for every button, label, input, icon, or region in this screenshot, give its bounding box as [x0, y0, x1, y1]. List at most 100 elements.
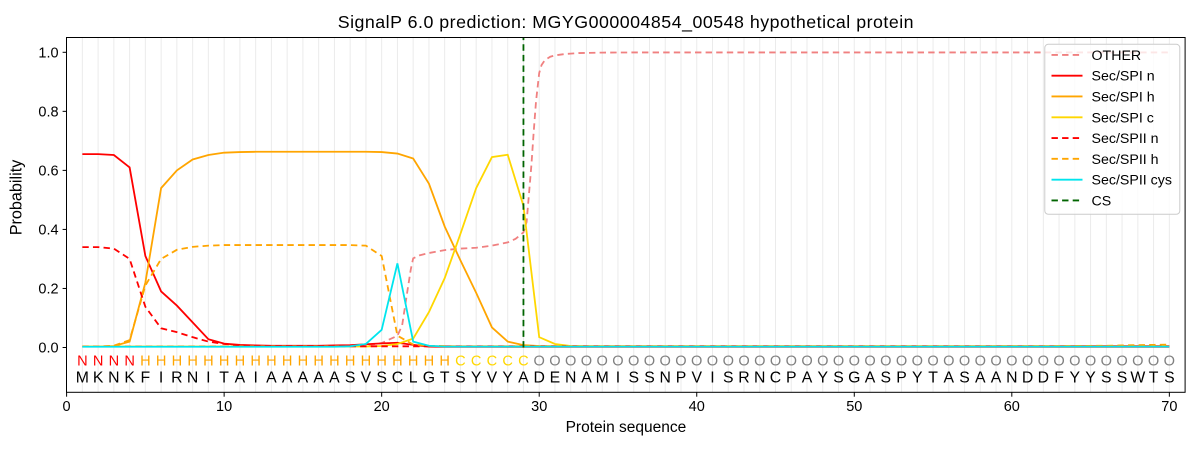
svg-text:O: O [1116, 353, 1127, 369]
svg-text:N: N [1006, 370, 1017, 387]
svg-text:O: O [1085, 353, 1096, 369]
svg-text:A: A [802, 370, 813, 387]
svg-text:O: O [628, 353, 639, 369]
svg-text:H: H [329, 353, 340, 369]
svg-text:N: N [565, 370, 576, 387]
svg-text:O: O [770, 353, 781, 369]
svg-text:A: A [266, 370, 277, 387]
svg-text:O: O [833, 353, 844, 369]
svg-text:A: A [975, 370, 986, 387]
svg-text:O: O [975, 353, 986, 369]
svg-text:D: D [1038, 370, 1049, 387]
svg-text:Y: Y [912, 370, 923, 387]
svg-text:T: T [928, 370, 938, 387]
svg-text:Y: Y [817, 370, 828, 387]
svg-text:O: O [660, 353, 671, 369]
svg-text:O: O [849, 353, 860, 369]
svg-text:A: A [329, 370, 340, 387]
svg-text:H: H [172, 353, 183, 369]
svg-text:O: O [801, 353, 812, 369]
svg-text:10: 10 [216, 399, 232, 415]
svg-text:S: S [644, 370, 655, 387]
svg-text:N: N [754, 370, 765, 387]
svg-text:D: D [533, 370, 544, 387]
svg-text:Sec/SPI h: Sec/SPI h [1092, 89, 1155, 105]
svg-text:A: A [313, 370, 324, 387]
svg-text:R: R [171, 370, 182, 387]
svg-text:O: O [1022, 353, 1033, 369]
svg-text:H: H [361, 353, 372, 369]
svg-text:A: A [235, 370, 246, 387]
svg-text:O: O [786, 353, 797, 369]
svg-text:O: O [896, 353, 907, 369]
svg-text:C: C [455, 353, 466, 369]
svg-text:O: O [880, 353, 891, 369]
svg-text:S: S [455, 370, 466, 387]
svg-text:F: F [1054, 370, 1064, 387]
svg-text:V: V [361, 370, 372, 387]
svg-text:D: D [1022, 370, 1033, 387]
svg-text:N: N [660, 370, 671, 387]
svg-text:60: 60 [1004, 399, 1020, 415]
svg-text:Sec/SPII n: Sec/SPII n [1092, 131, 1159, 147]
svg-text:A: A [518, 370, 529, 387]
svg-text:V: V [691, 370, 702, 387]
svg-text:OTHER: OTHER [1092, 48, 1142, 64]
svg-text:0.8: 0.8 [38, 105, 58, 121]
svg-text:O: O [959, 353, 970, 369]
svg-text:M: M [596, 370, 609, 387]
svg-text:N: N [187, 370, 198, 387]
svg-text:A: A [944, 370, 955, 387]
svg-text:R: R [738, 370, 749, 387]
svg-text:O: O [707, 353, 718, 369]
svg-text:O: O [817, 353, 828, 369]
svg-text:G: G [423, 370, 435, 387]
svg-text:A: A [581, 370, 592, 387]
svg-text:O: O [1148, 353, 1159, 369]
svg-text:0.2: 0.2 [38, 282, 58, 298]
svg-text:O: O [738, 353, 749, 369]
svg-text:30: 30 [531, 399, 547, 415]
svg-text:O: O [723, 353, 734, 369]
svg-text:T: T [219, 370, 229, 387]
svg-text:H: H [298, 353, 309, 369]
svg-text:S: S [1164, 370, 1175, 387]
svg-text:C: C [502, 353, 513, 369]
svg-text:N: N [124, 353, 135, 369]
svg-text:G: G [848, 370, 860, 387]
svg-text:K: K [93, 370, 104, 387]
svg-text:O: O [754, 353, 765, 369]
svg-text:Y: Y [1070, 370, 1081, 387]
svg-text:O: O [1101, 353, 1112, 369]
svg-text:0.4: 0.4 [38, 223, 58, 239]
svg-text:C: C [487, 353, 498, 369]
svg-text:C: C [770, 370, 781, 387]
svg-text:C: C [518, 353, 529, 369]
svg-text:O: O [581, 353, 592, 369]
svg-text:O: O [565, 353, 576, 369]
svg-text:S: S [833, 370, 844, 387]
svg-text:H: H [392, 353, 403, 369]
svg-text:1.0: 1.0 [38, 46, 58, 62]
svg-text:A: A [282, 370, 293, 387]
svg-text:P: P [896, 370, 907, 387]
svg-text:P: P [786, 370, 797, 387]
svg-text:O: O [534, 353, 545, 369]
svg-text:H: H [439, 353, 450, 369]
svg-text:O: O [1132, 353, 1143, 369]
svg-text:O: O [1006, 353, 1017, 369]
svg-text:P: P [676, 370, 687, 387]
svg-text:A: A [298, 370, 309, 387]
svg-text:S: S [628, 370, 639, 387]
svg-text:H: H [219, 353, 230, 369]
svg-text:N: N [108, 370, 119, 387]
svg-text:S: S [1101, 370, 1112, 387]
svg-text:H: H [345, 353, 356, 369]
svg-text:E: E [550, 370, 561, 387]
svg-text:H: H [313, 353, 324, 369]
svg-text:O: O [1069, 353, 1080, 369]
svg-text:T: T [440, 370, 450, 387]
svg-text:I: I [710, 370, 714, 387]
svg-text:O: O [675, 353, 686, 369]
svg-text:M: M [76, 370, 89, 387]
